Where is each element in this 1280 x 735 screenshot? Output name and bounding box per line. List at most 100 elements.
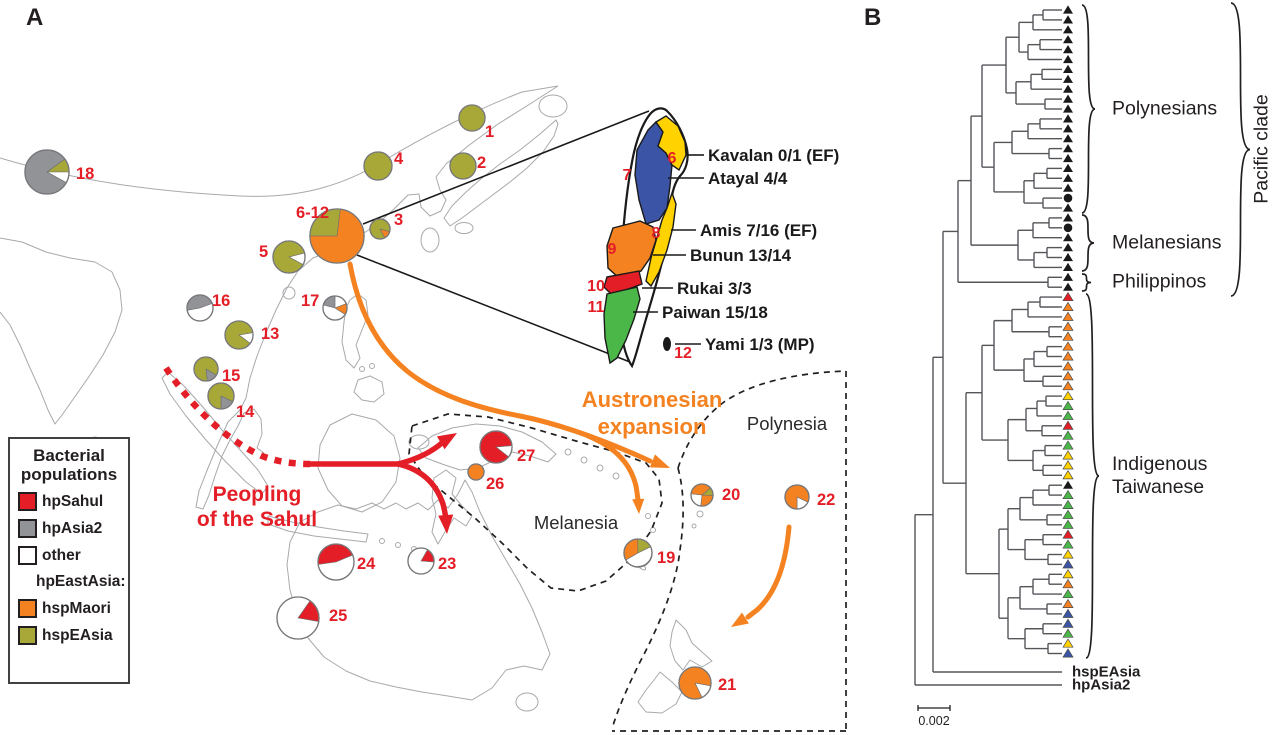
tree-tip-triangle (1062, 529, 1074, 539)
brace-pacific-clade (1230, 2, 1251, 297)
peopling-sahul-line1: Peopling (212, 483, 302, 506)
pie-number: 3 (394, 211, 403, 229)
tree-tip-triangle (1063, 163, 1073, 172)
pie-outline (690, 483, 714, 507)
austronesian-line2: expansion (597, 414, 707, 439)
pie-number: 18 (76, 165, 94, 183)
tree-tip-triangle (1062, 470, 1074, 480)
tree-tip-triangle (1062, 608, 1074, 618)
sahul-route-dotted (163, 366, 311, 468)
island-birdshead (408, 434, 430, 450)
taiwanese-label-line1: Indigenous (1112, 453, 1208, 475)
pie-outline (207, 382, 235, 410)
pie-number: 24 (357, 555, 376, 573)
pie-number: 17 (301, 292, 319, 310)
island-fiji-1 (696, 510, 704, 518)
sahul-arrow-south (395, 461, 449, 525)
island-borneo (317, 413, 401, 513)
tree-tip-triangle (1062, 648, 1074, 658)
legend-title-line2: populations (20, 465, 118, 484)
pie-25: 25 (276, 596, 347, 640)
inset-number: 8 (652, 225, 661, 242)
polynesia-boundary-top (677, 370, 847, 469)
inset-number: 11 (588, 299, 605, 316)
tree-tip-triangle (1063, 124, 1073, 133)
pie-number: 26 (486, 475, 504, 493)
tree-tip-triangle (1063, 134, 1073, 143)
pie-outline (623, 538, 653, 568)
island-nz-north (669, 619, 713, 671)
inset-connector-line-bottom (356, 254, 631, 363)
pie-number: 27 (517, 447, 535, 465)
pie-outline (784, 484, 810, 510)
tree-tip-triangle (1062, 400, 1074, 410)
island-vanuatu-2 (650, 527, 656, 533)
tree-tip-triangle (1063, 262, 1073, 271)
tree-group-taiwanese-label: Indigenous Taiwanese (1112, 453, 1207, 499)
pie-number: 22 (817, 491, 835, 509)
tree-group-philippinos-label: Philippinos (1112, 270, 1207, 293)
pie-number: 16 (212, 292, 230, 310)
pie-outline (363, 151, 393, 181)
peopling-sahul-line2: of the Sahul (196, 508, 318, 531)
pie-14: 14 (207, 382, 255, 421)
island-shikoku (454, 222, 474, 234)
inset-number: 10 (587, 278, 605, 295)
pie-15: 15 (193, 356, 240, 385)
island-visayas-1 (359, 366, 365, 372)
island-newguinea (417, 423, 557, 471)
tree-tip-triangle (1062, 578, 1074, 589)
pie-6-12: 6-12 (296, 204, 365, 264)
island-nz-south (637, 671, 683, 714)
pie-outline (309, 208, 365, 264)
coast-inner-border (0, 85, 559, 197)
hspeasia-swatch (18, 626, 37, 645)
tree-tip-triangle (1063, 84, 1073, 93)
inset-region-kavalan (654, 115, 687, 172)
tree-tip-triangle (1062, 559, 1074, 569)
inset-yami-island (663, 337, 671, 351)
pie-1: 1 (458, 104, 494, 141)
inset-tribe-label: Atayal 4/4 (708, 169, 788, 188)
pie-number: 25 (329, 607, 347, 625)
inset-region-amis (645, 190, 677, 288)
tree-group-melanesians-label: Melanesians (1112, 231, 1222, 254)
tree-tip-triangle (1062, 351, 1074, 361)
tree-tip-triangle (1063, 5, 1073, 14)
legend-item-hspmaori: hspMaori (18, 599, 128, 618)
sahul-arrowhead-south (438, 514, 454, 534)
pie-outline (479, 430, 513, 464)
pie-20: 20 (690, 483, 740, 507)
austronesian-expansion-annotation: Austronesian expansion (582, 386, 723, 440)
tree-tip-triangle (1063, 74, 1073, 83)
tree-tip-circle (1063, 193, 1073, 203)
pie-number: 4 (394, 150, 404, 168)
island-java (267, 515, 369, 543)
inset-labels: 6 7 8 9 10 11 12 Kavalan 0/1 (EF) Atayal 4/4 Amis… (587, 146, 839, 362)
tree-tip-triangle (1062, 311, 1074, 321)
tree-tip-triangle (1062, 390, 1074, 401)
brace-philippinos (1081, 273, 1092, 292)
tree-tip-triangle (1063, 213, 1073, 222)
pie-number: 23 (438, 555, 456, 573)
island-solomon-4 (612, 472, 620, 480)
brace-melanesians (1081, 214, 1095, 272)
island-visayas-2 (369, 363, 375, 369)
legend-item-hpasia2: hpAsia2 (18, 519, 128, 538)
tree-tip-triangle (1062, 618, 1074, 628)
coast-india (0, 237, 123, 425)
other-swatch (18, 546, 37, 565)
island-hainan (282, 286, 296, 300)
hpasia2-label: hpAsia2 (42, 519, 103, 537)
tree-tip-triangle (1063, 272, 1073, 281)
pie-number: 19 (657, 549, 675, 567)
sahul-arrowhead-northeast (436, 433, 457, 450)
pie-number: 13 (261, 325, 279, 343)
island-honshu (443, 119, 559, 227)
pie-21: 21 (678, 666, 736, 700)
tree-tip-triangle (1063, 480, 1073, 489)
tree-tip-triangle (1062, 569, 1074, 579)
island-vanuatu-1 (645, 513, 651, 519)
